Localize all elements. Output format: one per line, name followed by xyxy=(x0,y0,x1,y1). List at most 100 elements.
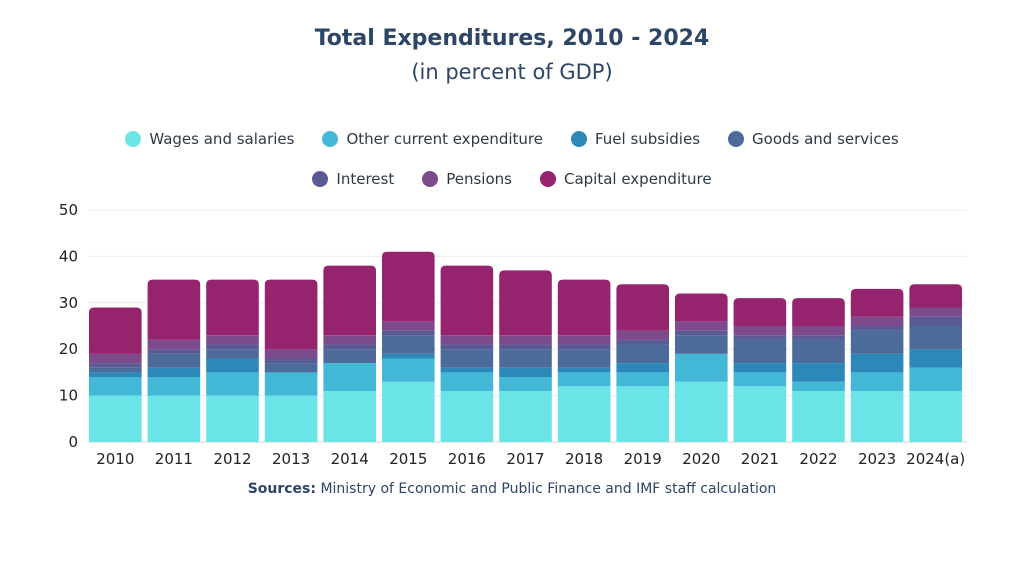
bar-segment-capital-expenditure-2020[interactable] xyxy=(675,293,728,322)
bar-segment-capital-expenditure-2017[interactable] xyxy=(499,270,552,336)
bar-segment-pensions-2021[interactable] xyxy=(733,326,787,336)
bar-segment-goods-and-services-2014[interactable] xyxy=(323,349,376,364)
legend-item-interest[interactable]: Interest xyxy=(312,170,394,188)
bar-segment-other-current-expenditure-2021[interactable] xyxy=(733,372,787,387)
bar-segment-goods-and-services-2020[interactable] xyxy=(675,335,728,354)
legend-item-capital[interactable]: Capital expenditure xyxy=(539,170,712,188)
bar-segment-capital-expenditure-2018[interactable] xyxy=(557,279,611,336)
bar-segment-wages-and-salaries-2014[interactable] xyxy=(323,390,376,442)
bar-segment-goods-and-services-2013[interactable] xyxy=(264,363,318,373)
bar-segment-interest-2013[interactable] xyxy=(264,358,318,364)
bar-segment-wages-and-salaries-2013[interactable] xyxy=(264,395,318,442)
bar-segment-pensions-2024(a)[interactable] xyxy=(909,307,962,317)
bar-segment-capital-expenditure-2024(a)[interactable] xyxy=(909,284,962,308)
bar-segment-goods-and-services-2011[interactable] xyxy=(147,353,201,368)
bar-segment-capital-expenditure-2010[interactable] xyxy=(89,307,142,354)
bar-segment-wages-and-salaries-2022[interactable] xyxy=(792,390,845,442)
legend-item-wages[interactable]: Wages and salaries xyxy=(125,130,294,148)
bar-segment-goods-and-services-2016[interactable] xyxy=(440,349,494,368)
bar-segment-other-current-expenditure-2013[interactable] xyxy=(264,372,318,396)
bar-segment-other-current-expenditure-2024(a)[interactable] xyxy=(909,367,962,391)
bar-segment-wages-and-salaries-2020[interactable] xyxy=(675,381,728,442)
bar-segment-goods-and-services-2019[interactable] xyxy=(616,344,669,364)
bar-segment-fuel-subsidies-2022[interactable] xyxy=(792,363,845,382)
bar-segment-interest-2010[interactable] xyxy=(89,363,142,368)
bar-segment-wages-and-salaries-2016[interactable] xyxy=(440,390,494,442)
bar-segment-other-current-expenditure-2011[interactable] xyxy=(147,377,201,396)
legend-item-other-current[interactable]: Other current expenditure xyxy=(322,130,543,148)
bar-segment-other-current-expenditure-2023[interactable] xyxy=(850,372,904,391)
bar-segment-fuel-subsidies-2019[interactable] xyxy=(616,363,669,373)
bar-segment-goods-and-services-2023[interactable] xyxy=(850,330,904,354)
bar-segment-pensions-2022[interactable] xyxy=(792,326,845,336)
bar-segment-pensions-2014[interactable] xyxy=(323,335,376,345)
bar-segment-wages-and-salaries-2011[interactable] xyxy=(147,395,201,442)
bar-segment-wages-and-salaries-2024(a)[interactable] xyxy=(909,390,962,442)
legend-item-pensions[interactable]: Pensions xyxy=(422,170,512,188)
bar-segment-goods-and-services-2022[interactable] xyxy=(792,339,845,364)
bar-segment-fuel-subsidies-2018[interactable] xyxy=(557,367,611,373)
bar-segment-other-current-expenditure-2015[interactable] xyxy=(382,358,435,382)
bar-segment-fuel-subsidies-2017[interactable] xyxy=(499,367,552,378)
bar-segment-other-current-expenditure-2018[interactable] xyxy=(557,372,611,387)
bar-segment-wages-and-salaries-2012[interactable] xyxy=(206,395,259,442)
bar-segment-interest-2019[interactable] xyxy=(616,339,669,345)
bar-segment-goods-and-services-2018[interactable] xyxy=(557,349,611,368)
bar-segment-other-current-expenditure-2022[interactable] xyxy=(792,381,845,391)
bar-segment-pensions-2013[interactable] xyxy=(264,349,318,359)
bar-segment-goods-and-services-2012[interactable] xyxy=(206,349,259,359)
bar-segment-interest-2020[interactable] xyxy=(675,330,728,336)
legend-item-goods-services[interactable]: Goods and services xyxy=(728,130,899,148)
bar-segment-capital-expenditure-2016[interactable] xyxy=(440,265,494,336)
bar-segment-wages-and-salaries-2018[interactable] xyxy=(557,386,611,442)
bar-segment-interest-2017[interactable] xyxy=(499,344,552,350)
bar-segment-other-current-expenditure-2014[interactable] xyxy=(323,363,376,391)
bar-segment-goods-and-services-2024(a)[interactable] xyxy=(909,326,962,350)
bar-segment-fuel-subsidies-2012[interactable] xyxy=(206,358,259,373)
bar-segment-interest-2024(a)[interactable] xyxy=(909,316,962,326)
bar-segment-wages-and-salaries-2023[interactable] xyxy=(850,390,904,442)
bar-segment-capital-expenditure-2021[interactable] xyxy=(733,298,787,326)
bar-segment-capital-expenditure-2014[interactable] xyxy=(323,265,376,336)
bar-segment-pensions-2017[interactable] xyxy=(499,335,552,345)
bar-segment-capital-expenditure-2022[interactable] xyxy=(792,298,845,326)
bar-segment-fuel-subsidies-2011[interactable] xyxy=(147,367,201,378)
bar-segment-pensions-2012[interactable] xyxy=(206,335,259,345)
bar-segment-goods-and-services-2017[interactable] xyxy=(499,349,552,368)
bar-segment-interest-2022[interactable] xyxy=(792,335,845,340)
bar-segment-interest-2012[interactable] xyxy=(206,344,259,350)
bar-segment-other-current-expenditure-2016[interactable] xyxy=(440,372,494,391)
bar-segment-pensions-2011[interactable] xyxy=(147,339,201,350)
bar-segment-interest-2014[interactable] xyxy=(323,344,376,350)
bar-segment-pensions-2023[interactable] xyxy=(850,316,904,326)
bar-segment-wages-and-salaries-2019[interactable] xyxy=(616,386,669,442)
bar-segment-pensions-2010[interactable] xyxy=(89,353,142,364)
bar-segment-fuel-subsidies-2024(a)[interactable] xyxy=(909,349,962,368)
legend-item-fuel-subsidies[interactable]: Fuel subsidies xyxy=(570,130,700,148)
bar-segment-wages-and-salaries-2021[interactable] xyxy=(733,386,787,442)
bar-segment-wages-and-salaries-2010[interactable] xyxy=(89,395,142,442)
bar-segment-goods-and-services-2010[interactable] xyxy=(89,367,142,373)
bar-segment-other-current-expenditure-2010[interactable] xyxy=(89,377,142,396)
bar-segment-interest-2015[interactable] xyxy=(382,330,435,336)
bar-segment-interest-2018[interactable] xyxy=(557,344,611,350)
bar-segment-goods-and-services-2015[interactable] xyxy=(382,335,435,354)
bar-segment-pensions-2020[interactable] xyxy=(675,321,728,331)
bar-segment-capital-expenditure-2023[interactable] xyxy=(850,288,904,317)
bar-segment-capital-expenditure-2013[interactable] xyxy=(264,279,318,350)
bar-segment-interest-2023[interactable] xyxy=(850,326,904,331)
bar-segment-fuel-subsidies-2016[interactable] xyxy=(440,367,494,373)
bar-segment-interest-2011[interactable] xyxy=(147,349,201,354)
bar-segment-goods-and-services-2021[interactable] xyxy=(733,339,787,364)
bar-segment-fuel-subsidies-2023[interactable] xyxy=(850,353,904,373)
bar-segment-pensions-2016[interactable] xyxy=(440,335,494,345)
bar-segment-other-current-expenditure-2017[interactable] xyxy=(499,377,552,391)
bar-segment-wages-and-salaries-2015[interactable] xyxy=(382,381,435,442)
bar-segment-fuel-subsidies-2015[interactable] xyxy=(382,353,435,359)
bar-segment-capital-expenditure-2011[interactable] xyxy=(147,279,201,340)
bar-segment-other-current-expenditure-2019[interactable] xyxy=(616,372,669,387)
bar-segment-fuel-subsidies-2010[interactable] xyxy=(89,372,142,378)
bar-segment-pensions-2018[interactable] xyxy=(557,335,611,345)
bar-segment-fuel-subsidies-2021[interactable] xyxy=(733,363,787,373)
bar-segment-interest-2016[interactable] xyxy=(440,344,494,350)
